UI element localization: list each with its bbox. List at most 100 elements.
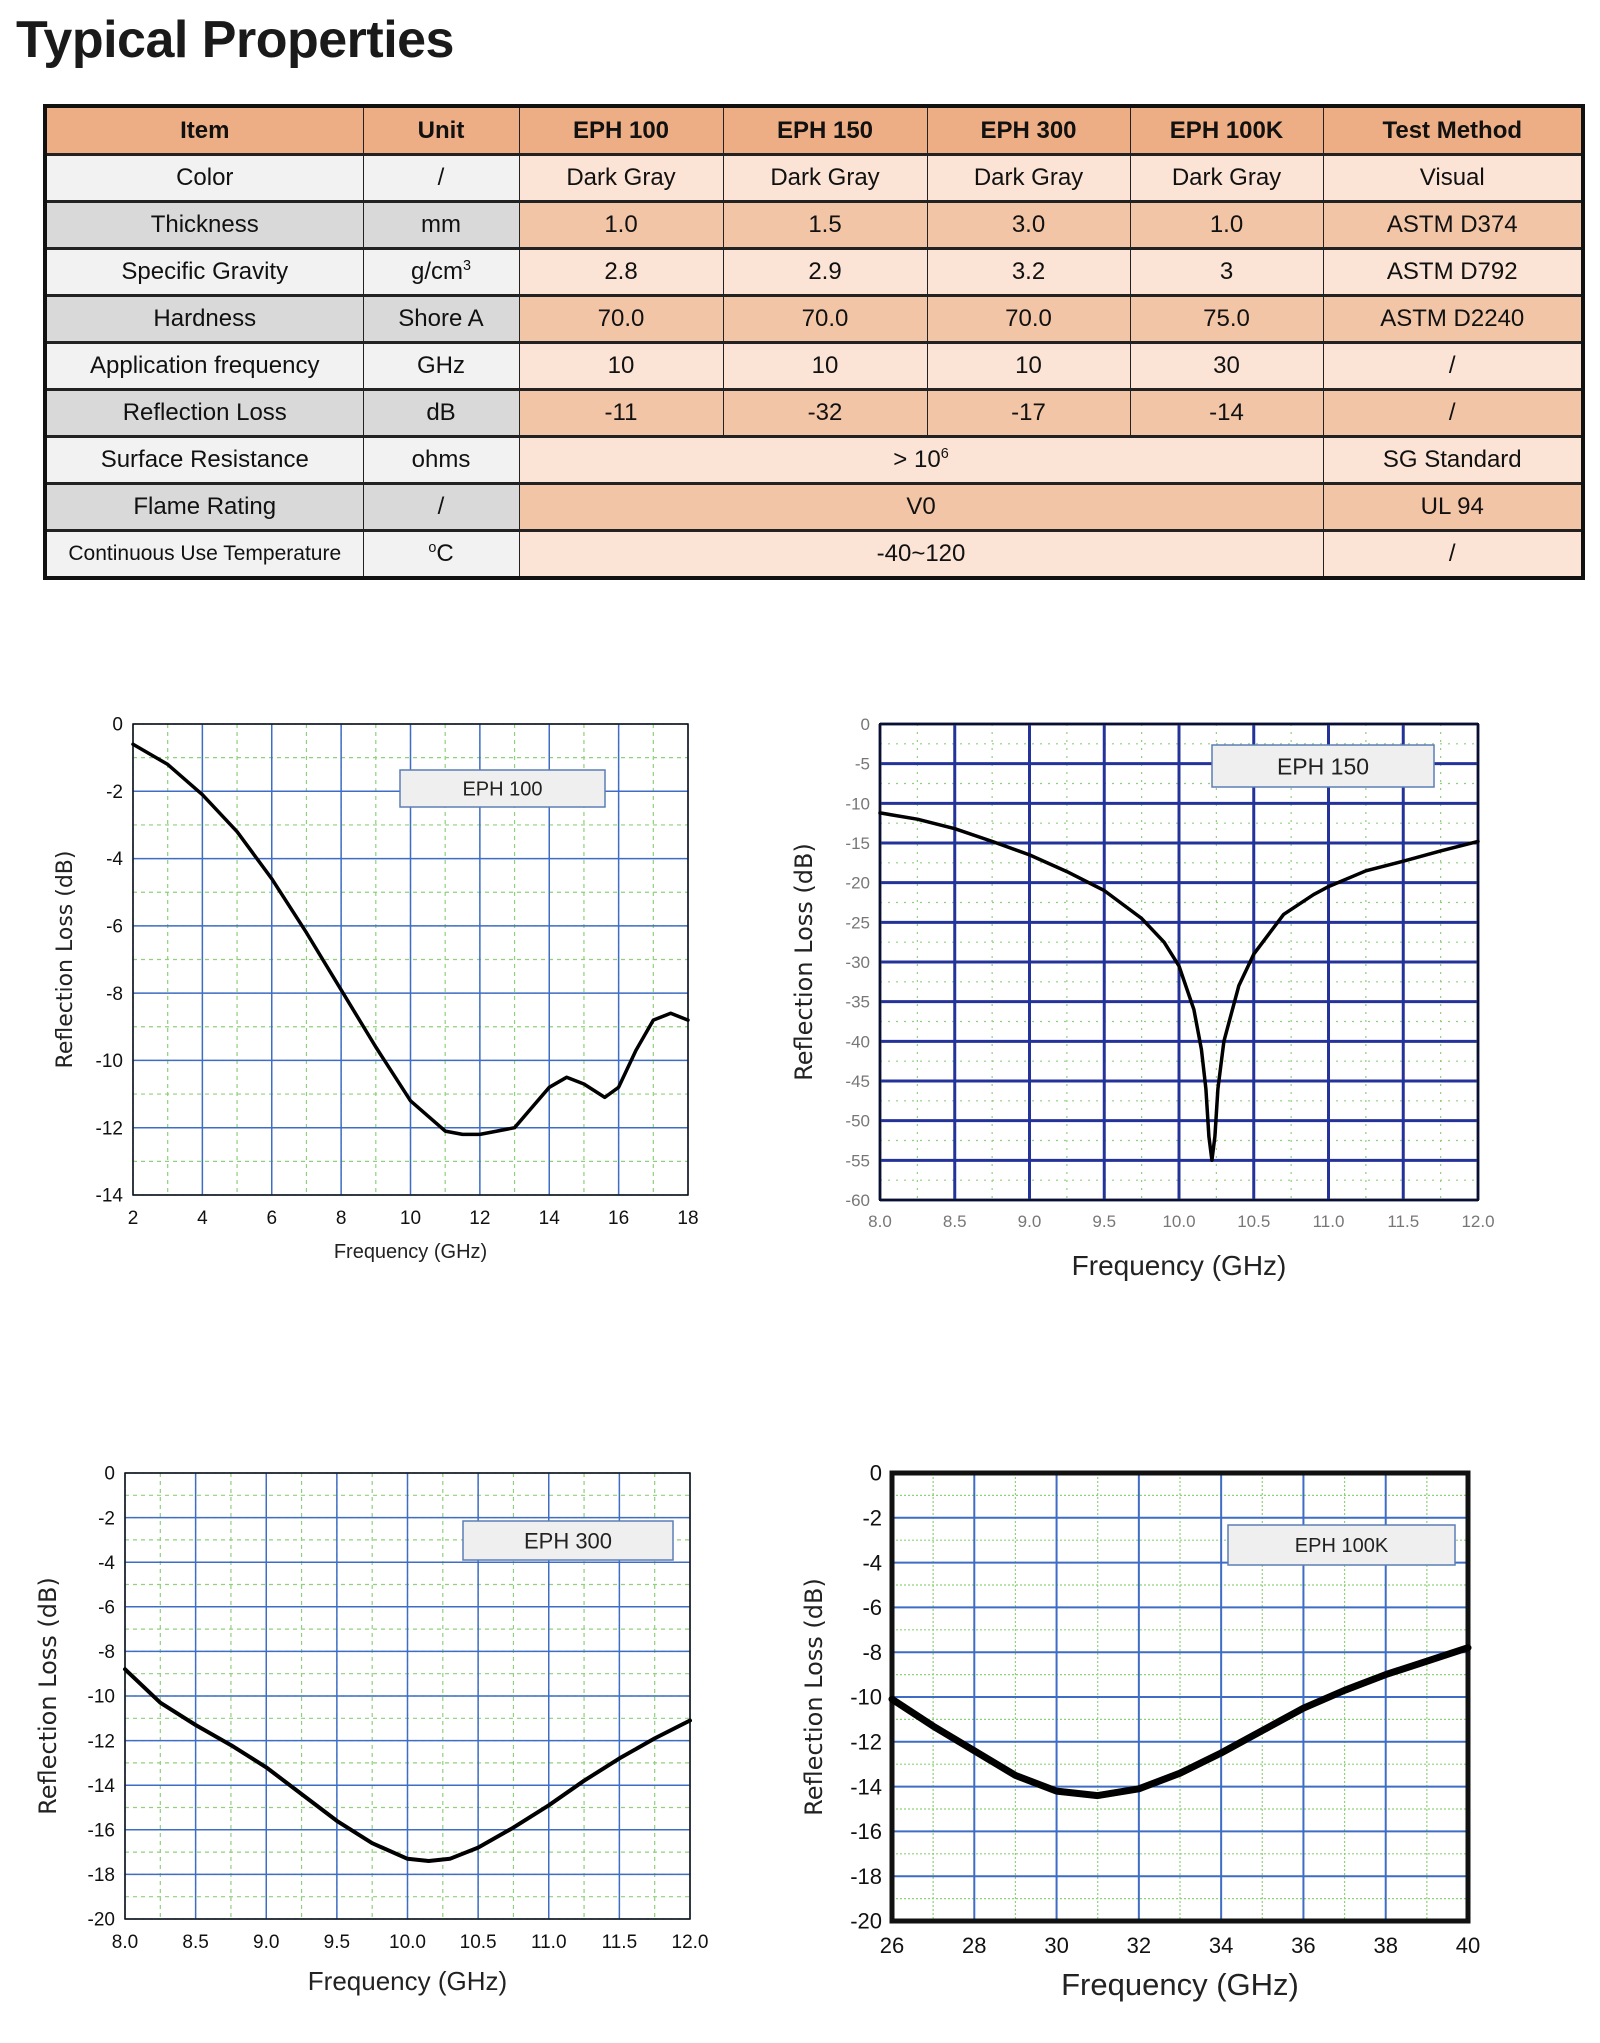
table-row: Reflection Loss dB -11 -32 -17 -14/ bbox=[44, 389, 1584, 438]
y-tick-label: -10 bbox=[96, 1051, 123, 1072]
x-tick-label: 26 bbox=[880, 1933, 904, 1958]
y-tick-label: -8 bbox=[106, 984, 123, 1005]
value-cell: Dark Gray bbox=[518, 154, 724, 203]
x-tick-label: 8.5 bbox=[182, 1932, 208, 1953]
y-tick-label: -15 bbox=[845, 834, 870, 853]
x-tick-label: 10.0 bbox=[1162, 1212, 1195, 1231]
value-cell: 1.0 bbox=[1129, 201, 1324, 250]
merged-value-cell: V0 bbox=[518, 483, 1324, 532]
value-cell: 2.8 bbox=[518, 248, 724, 297]
value-cell: 70.0 bbox=[926, 295, 1131, 344]
x-tick-label: 14 bbox=[539, 1208, 561, 1229]
x-axis-label: Frequency (GHz) bbox=[1072, 1250, 1287, 1281]
unit-cell: Shore A bbox=[362, 295, 520, 344]
table-row: Continuous Use Temperature oC -40~120/ bbox=[44, 530, 1584, 580]
y-tick-label: -25 bbox=[845, 913, 870, 932]
y-tick-label: -55 bbox=[845, 1151, 870, 1170]
value-cell: -32 bbox=[722, 389, 928, 438]
x-tick-label: 9.5 bbox=[324, 1932, 350, 1953]
y-tick-label: 0 bbox=[870, 1461, 882, 1486]
value-cell: 75.0 bbox=[1129, 295, 1324, 344]
test-method-cell: SG Standard bbox=[1322, 436, 1584, 485]
test-method-cell: ASTM D792 bbox=[1322, 248, 1584, 297]
x-tick-label: 40 bbox=[1456, 1933, 1480, 1958]
series-line bbox=[878, 811, 1480, 1163]
y-tick-label: -35 bbox=[845, 993, 870, 1012]
y-axis-label: Reflection Loss (dB) bbox=[800, 1578, 828, 1816]
column-header: EPH 100K bbox=[1129, 105, 1324, 156]
series-line bbox=[131, 742, 690, 1137]
test-method-cell: Visual bbox=[1322, 154, 1584, 203]
column-header: Test Method bbox=[1322, 105, 1584, 156]
value-cell: 10 bbox=[518, 342, 724, 391]
y-tick-label: -14 bbox=[88, 1776, 116, 1797]
unit-cell: dB bbox=[362, 389, 520, 438]
item-cell: Flame Rating bbox=[44, 483, 364, 532]
item-cell: Reflection Loss bbox=[44, 389, 364, 438]
x-tick-label: 11.0 bbox=[1313, 1212, 1345, 1231]
value-cell: -11 bbox=[518, 389, 724, 438]
x-tick-label: 8 bbox=[336, 1208, 347, 1229]
y-tick-label: -20 bbox=[845, 874, 870, 893]
value-cell: 10 bbox=[722, 342, 928, 391]
legend-box bbox=[1211, 744, 1435, 788]
chart-2: 8.0 8.5 9.0 9.5 10.0 10.5 11.0 11.5 12.0 0 -5 -10 -1… bbox=[790, 715, 1495, 1281]
x-axis-label: Frequency (GHz) bbox=[334, 1241, 487, 1263]
unit-cell: / bbox=[362, 483, 520, 532]
value-cell: 3.0 bbox=[926, 201, 1131, 250]
column-header: EPH 100 bbox=[518, 105, 724, 156]
plot-border bbox=[132, 723, 689, 1196]
y-tick-label: -20 bbox=[850, 1909, 882, 1934]
item-cell: Application frequency bbox=[44, 342, 364, 391]
plot-border bbox=[124, 1472, 691, 1920]
value-cell: 1.0 bbox=[518, 201, 724, 250]
test-method-cell: ASTM D2240 bbox=[1322, 295, 1584, 344]
x-tick-label: 9.0 bbox=[253, 1932, 279, 1953]
legend-label: EPH 150 bbox=[1277, 753, 1369, 779]
x-tick-label: 11.0 bbox=[531, 1932, 567, 1953]
value-cell: 1.5 bbox=[722, 201, 928, 250]
merged-value-cell: -40~120 bbox=[518, 530, 1324, 580]
unit-cell: oC bbox=[362, 530, 520, 580]
x-tick-label: 8.0 bbox=[868, 1212, 892, 1231]
x-axis-label: Frequency (GHz) bbox=[308, 1966, 507, 1996]
y-tick-label: -14 bbox=[850, 1774, 882, 1799]
unit-cell: mm bbox=[362, 201, 520, 250]
x-tick-label: 38 bbox=[1373, 1933, 1397, 1958]
table-row: Application frequency GHz 10 10 10 30/ bbox=[44, 342, 1584, 391]
y-tick-label: -6 bbox=[98, 1597, 115, 1618]
y-tick-label: -4 bbox=[98, 1553, 115, 1574]
y-tick-label: -16 bbox=[88, 1820, 115, 1841]
table-row: Specific Gravity g/cm3 2.8 2.9 3.2 3 ASTM D792 bbox=[44, 248, 1584, 297]
column-header: Unit bbox=[362, 105, 520, 156]
unit-cell: ohms bbox=[362, 436, 520, 485]
y-axis-label: Reflection Loss (dB) bbox=[53, 851, 78, 1069]
series-line bbox=[123, 1667, 692, 1863]
x-tick-label: 9.0 bbox=[1018, 1212, 1042, 1231]
legend-box bbox=[1227, 1524, 1456, 1566]
x-tick-label: 34 bbox=[1209, 1933, 1233, 1958]
x-tick-label: 32 bbox=[1127, 1933, 1151, 1958]
y-tick-label: -40 bbox=[845, 1032, 870, 1051]
y-tick-label: -6 bbox=[106, 917, 123, 938]
value-cell: -14 bbox=[1129, 389, 1324, 438]
test-method-cell: / bbox=[1322, 342, 1584, 391]
x-tick-label: 10.5 bbox=[460, 1932, 497, 1953]
y-tick-label: -12 bbox=[96, 1118, 123, 1139]
plot-border bbox=[879, 723, 1479, 1201]
value-cell: 30 bbox=[1129, 342, 1324, 391]
test-method-cell: / bbox=[1322, 389, 1584, 438]
y-tick-label: -6 bbox=[862, 1595, 882, 1620]
y-tick-label: -18 bbox=[850, 1864, 882, 1889]
y-tick-label: -45 bbox=[845, 1072, 870, 1091]
y-tick-label: -12 bbox=[88, 1731, 115, 1752]
table-row: Surface Resistance ohms > 106 SG Standard bbox=[44, 436, 1584, 485]
x-tick-label: 28 bbox=[962, 1933, 986, 1958]
y-tick-label: -18 bbox=[88, 1865, 115, 1886]
value-cell: 2.9 bbox=[722, 248, 928, 297]
x-tick-label: 11.5 bbox=[1387, 1212, 1419, 1231]
value-cell: 3.2 bbox=[926, 248, 1131, 297]
legend-label: EPH 300 bbox=[524, 1528, 612, 1553]
x-tick-label: 4 bbox=[197, 1208, 208, 1229]
value-cell: Dark Gray bbox=[722, 154, 928, 203]
